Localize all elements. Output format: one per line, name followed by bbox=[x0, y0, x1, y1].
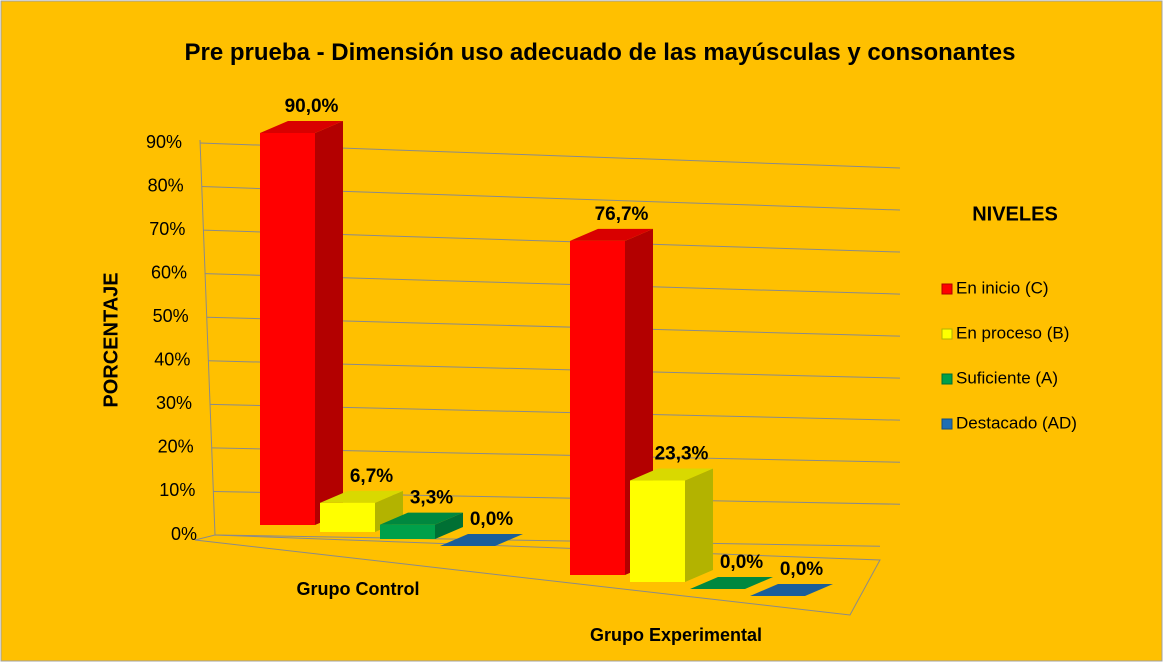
legend-marker bbox=[941, 328, 953, 340]
x-tick-label: Grupo Experimental bbox=[590, 625, 762, 645]
data-label: 0,0% bbox=[720, 552, 763, 573]
bar-top bbox=[750, 584, 833, 596]
y-tick-label: 60% bbox=[151, 262, 187, 282]
bar-top bbox=[440, 534, 523, 546]
y-tick-label: 0% bbox=[171, 524, 197, 544]
legend-label: En inicio (C) bbox=[956, 278, 1049, 297]
y-tick-label: 40% bbox=[154, 350, 190, 370]
bar-top bbox=[260, 121, 343, 133]
chart-title: Pre prueba - Dimensión uso adecuado de l… bbox=[184, 39, 1016, 66]
data-label: 0,0% bbox=[470, 509, 513, 530]
data-label: 0,0% bbox=[780, 559, 823, 580]
data-label: 6,7% bbox=[350, 466, 393, 487]
legend-marker bbox=[941, 373, 953, 385]
y-tick-label: 20% bbox=[158, 437, 194, 457]
bar-side bbox=[315, 121, 343, 525]
bar-top bbox=[570, 228, 653, 241]
data-label: 76,7% bbox=[595, 204, 649, 225]
y-tick-label: 80% bbox=[148, 175, 184, 195]
data-label: 90,0% bbox=[285, 96, 339, 117]
bar-top bbox=[690, 577, 773, 589]
legend-title: NIVELES bbox=[972, 203, 1058, 225]
bar bbox=[570, 240, 625, 575]
data-label: 3,3% bbox=[410, 488, 453, 509]
y-tick-label: 90% bbox=[146, 132, 182, 152]
y-tick-label: 50% bbox=[153, 306, 189, 326]
bar bbox=[260, 133, 315, 525]
y-axis-label: PORCENTAJE bbox=[100, 272, 122, 407]
data-label: 23,3% bbox=[655, 444, 709, 465]
legend-label: Destacado (AD) bbox=[956, 413, 1077, 432]
y-axis-wall bbox=[199, 139, 216, 536]
legend-label: Suficiente (A) bbox=[956, 368, 1058, 387]
y-tick-label: 10% bbox=[159, 480, 195, 500]
bar-top bbox=[630, 468, 713, 481]
bar-top bbox=[380, 512, 463, 525]
y-tick-label: 70% bbox=[149, 219, 185, 239]
bar-top bbox=[320, 490, 403, 503]
bar-side bbox=[435, 512, 463, 539]
bar bbox=[380, 524, 435, 539]
legend-label: En proceso (B) bbox=[956, 323, 1069, 342]
legend-marker bbox=[941, 283, 953, 295]
x-tick-label: Grupo Control bbox=[297, 579, 420, 599]
bar bbox=[320, 502, 375, 532]
y-tick-label: 30% bbox=[156, 393, 192, 413]
bar bbox=[630, 480, 685, 582]
bar-side bbox=[685, 468, 713, 582]
legend-marker bbox=[941, 418, 953, 430]
grid-line bbox=[214, 534, 881, 547]
